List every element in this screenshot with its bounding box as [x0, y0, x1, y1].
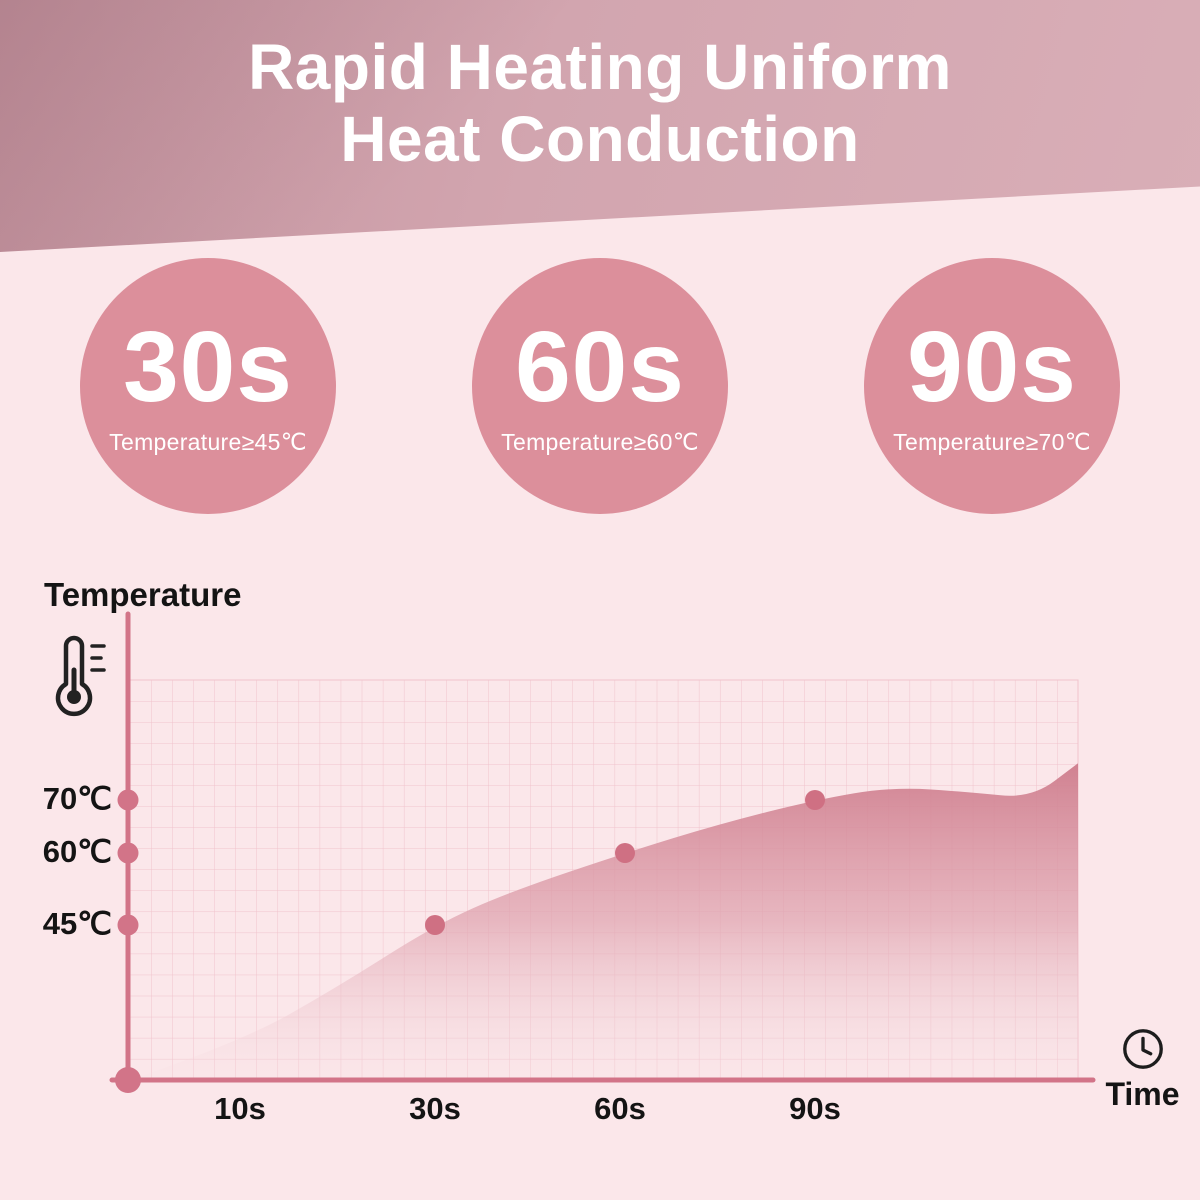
title-line-2: Heat Conduction [340, 102, 860, 175]
y-tick-60: 60℃ [42, 834, 112, 869]
title-line-1: Rapid Heating Uniform [248, 31, 952, 103]
y-tick-45: 45℃ [42, 906, 112, 941]
x-axis-title: Time [1105, 1076, 1180, 1112]
x-tick-60s: 60s [594, 1091, 646, 1126]
x-tick-90s: 90s [789, 1091, 841, 1126]
page-title: Rapid Heating Uniform Heat Conduction [0, 31, 1200, 175]
badge-time: 60s [515, 310, 685, 423]
badge-caption: Temperature≥70℃ [893, 428, 1091, 455]
x-tick-30s: 30s [409, 1091, 461, 1126]
y-tick-70: 70℃ [42, 781, 112, 816]
time-badges: 30s Temperature≥45℃ 60s Temperature≥60℃ … [0, 258, 1200, 514]
time-badge-30s: 30s Temperature≥45℃ [80, 258, 336, 514]
y-axis-title: Temperature [44, 576, 242, 613]
time-badge-90s: 90s Temperature≥70℃ [864, 258, 1120, 514]
axis-tick-dots [115, 789, 141, 1093]
temperature-area-series [130, 763, 1078, 1080]
badge-caption: Temperature≥60℃ [501, 428, 699, 455]
clock-icon [1123, 1029, 1163, 1069]
x-tick-10s: 10s [214, 1091, 266, 1126]
time-badge-60s: 60s Temperature≥60℃ [472, 258, 728, 514]
badge-caption: Temperature≥45℃ [109, 428, 307, 455]
chart-grid [129, 679, 1079, 1081]
badge-time: 30s [123, 310, 293, 423]
thermometer-icon [55, 635, 106, 717]
curve-point-dots [425, 790, 825, 935]
header-banner: Rapid Heating Uniform Heat Conduction [0, 0, 1200, 252]
badge-time: 90s [907, 310, 1077, 423]
